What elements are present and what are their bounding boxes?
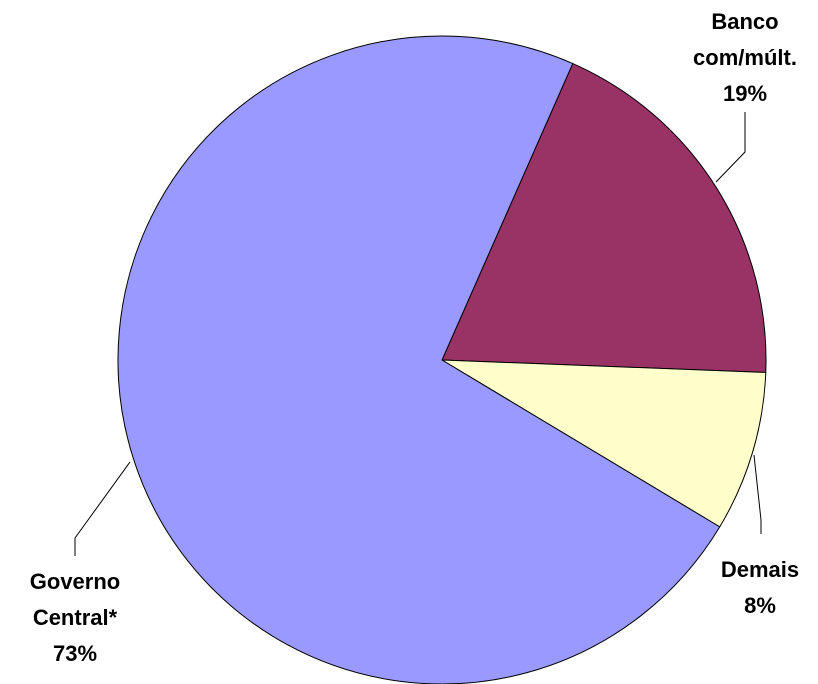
value-label: 8% xyxy=(744,593,776,618)
leader-line xyxy=(753,454,762,534)
slice-label: Governo Central* 73% xyxy=(10,564,140,672)
category-label: Demais xyxy=(720,557,800,582)
slice-label: Banco com/múlt. 19% xyxy=(680,4,810,112)
pie-slice xyxy=(441,359,767,528)
pie-slice xyxy=(441,62,767,373)
slices xyxy=(117,35,767,684)
pie-slice xyxy=(117,35,721,684)
leader-line xyxy=(715,112,746,183)
category-label: Banco com/múlt. xyxy=(693,9,797,70)
value-label: 19% xyxy=(722,81,768,106)
value-label: 73% xyxy=(52,641,98,666)
leader-line xyxy=(74,461,131,556)
category-label: Governo Central* xyxy=(29,569,121,630)
slice-label: Demais 8% xyxy=(700,552,818,624)
